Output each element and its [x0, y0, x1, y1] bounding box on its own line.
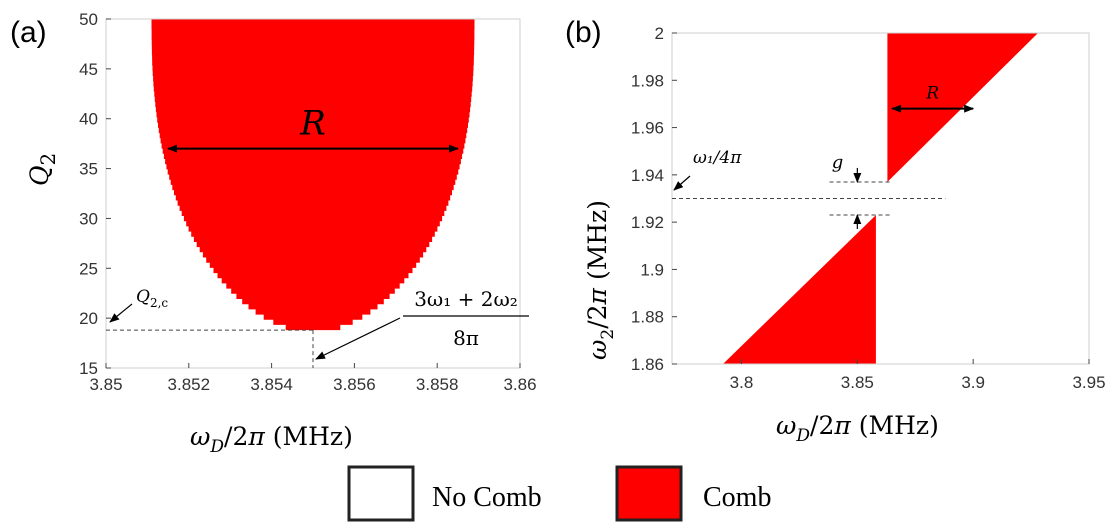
plot-a-ylabel: Q2	[25, 153, 60, 186]
comb-region-b-lower	[723, 215, 876, 364]
plot-a-xlabel: ωD/2π (MHz)	[190, 422, 353, 457]
plot-a-yticks: 15 20 25 30 35 40 45 50	[79, 10, 111, 378]
q2c-arrow	[109, 303, 133, 323]
legend-no-comb-swatch	[347, 465, 415, 522]
plot-b-ylabel: ω2/2π (MHz)	[583, 200, 618, 360]
plot-b-xtick-label: 3.9	[961, 373, 985, 392]
plot-b-ytick-label: 1.96	[631, 119, 664, 138]
plot-b-ytick-label: 1.9	[640, 260, 664, 279]
plot-b-ytick-label: 1.98	[631, 71, 664, 90]
plot-a-ytick-label: 25	[79, 259, 98, 278]
plot-a-ytick-label: 30	[79, 209, 98, 228]
plot-b-ytick-label: 1.94	[631, 166, 664, 185]
plot-a-xtick-label: 3.856	[333, 375, 376, 394]
plot-a-xtick-label: 3.86	[503, 375, 536, 394]
plot-b-xtick-label: 3.95	[1072, 373, 1105, 392]
plot-a-ytick-label: 50	[79, 10, 98, 29]
plot-a-ytick-label: 35	[79, 160, 98, 179]
plot-b-xtick-label: 3.85	[841, 373, 874, 392]
omega-label: ω₁/4π	[693, 148, 742, 168]
plot-b-xticks: 3.8 3.85 3.9 3.95	[730, 359, 1106, 392]
plot-b-yticks: 1.86 1.88 1.9 1.92 1.94 1.96 1.98 2	[631, 24, 677, 374]
comb-region-b-upper	[887, 33, 1038, 182]
plot-a-xtick-label: 3.85	[89, 375, 122, 394]
plot-a-ytick-label: 15	[79, 359, 98, 378]
panel-b-label: (b)	[565, 16, 602, 49]
plot-b-xlabel: ωD/2π (MHz)	[776, 411, 939, 446]
q2c-label: Q2,c	[136, 287, 168, 310]
plot-a-ytick-label: 40	[79, 110, 98, 129]
plot-b-ytick-label: 1.88	[631, 308, 664, 327]
range-label-a: R	[299, 104, 326, 144]
plot-a-xtick-label: 3.854	[250, 375, 293, 394]
omega-arrow	[673, 175, 691, 191]
plot-a: 3.85 3.852 3.854 3.856 3.858 3.86 15 20 25 30 35 4…	[79, 10, 536, 394]
plot-b-ytick-label: 1.92	[631, 213, 664, 232]
fraction-denominator: 8π	[453, 326, 479, 350]
fraction-numerator: 3ω₁ + 2ω₂	[414, 287, 518, 311]
plot-b-frame	[671, 32, 1090, 365]
legend-no-comb-label: No Comb	[432, 482, 542, 513]
plot-a-xtick-label: 3.852	[168, 375, 211, 394]
legend-comb-swatch	[615, 465, 683, 522]
plot-a-annotations: R Q2,c 3ω₁ + 2ω₂ 8π	[106, 104, 529, 368]
plot-a-xtick-label: 3.858	[416, 375, 459, 394]
plot-b-xtick-label: 3.8	[730, 373, 754, 392]
plot-a-ytick-label: 20	[79, 309, 98, 328]
plot-a-xticks: 3.85 3.852 3.854 3.856 3.858 3.86	[89, 363, 537, 394]
legend-comb-label: Comb	[703, 482, 771, 513]
plot-b-ytick-label: 2	[655, 24, 664, 43]
comb-region-a	[151, 19, 475, 331]
plot-b: 3.8 3.85 3.9 3.95 1.861.881.91.921.941.961.…	[631, 24, 1106, 392]
plot-a-ytick-label: 45	[79, 60, 98, 79]
fraction-arrow	[315, 317, 401, 360]
gap-label: g	[832, 152, 844, 173]
plot-b-annotations: Rω₁/4π g	[672, 84, 975, 230]
legend: No Comb Comb	[347, 465, 771, 522]
range-label-b: R	[925, 84, 939, 104]
panel-a-label: (a)	[10, 16, 47, 49]
plot-b-ytick-label: 1.86	[631, 355, 664, 374]
